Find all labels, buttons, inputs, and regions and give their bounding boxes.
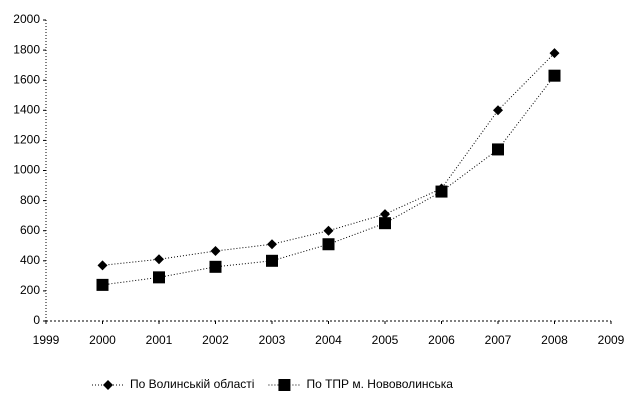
- point: [266, 254, 278, 267]
- x-tick-label: 2000: [89, 333, 116, 347]
- y-tick-label: 1800: [13, 42, 40, 56]
- point: [153, 271, 165, 284]
- point: [154, 254, 164, 265]
- x-tick-label: 2009: [598, 333, 625, 347]
- y-tick-label: 400: [20, 253, 40, 267]
- point: [322, 238, 335, 251]
- point: [492, 143, 504, 156]
- x-tick-label: 2001: [146, 333, 173, 347]
- x-tick-label: 2008: [541, 333, 568, 347]
- point: [548, 69, 561, 82]
- point: [97, 260, 108, 271]
- point: [267, 239, 277, 250]
- point: [380, 209, 390, 220]
- y-tick-label: 1400: [13, 102, 40, 116]
- x-tick-label: 1999: [33, 333, 60, 347]
- y-tick-label: 1200: [13, 133, 40, 147]
- point: [493, 105, 503, 116]
- x-tick-label: 2007: [485, 333, 512, 347]
- x-tick-label: 2006: [428, 333, 455, 347]
- legend-label: По Волинській області: [130, 377, 254, 391]
- y-tick-label: 1600: [13, 72, 40, 86]
- y-tick-label: 800: [20, 193, 40, 207]
- point: [210, 246, 221, 257]
- y-tick-label: 1000: [13, 163, 40, 177]
- y-tick-label: 600: [20, 223, 40, 237]
- point: [549, 48, 560, 59]
- x-tick-label: 2005: [372, 333, 399, 347]
- legend-label: По ТПР м. Нововолинська: [306, 377, 453, 391]
- point: [96, 278, 109, 291]
- y-tick-label: 200: [20, 283, 40, 297]
- point: [435, 185, 448, 198]
- y-tick-label: 2000: [13, 12, 40, 26]
- legend-marker: [278, 379, 291, 391]
- x-tick-label: 2003: [259, 333, 286, 347]
- point: [379, 217, 391, 230]
- point: [209, 260, 222, 273]
- point: [323, 225, 334, 236]
- x-tick-label: 2004: [315, 333, 342, 347]
- legend-marker: [103, 380, 113, 390]
- x-tick-label: 2002: [202, 333, 229, 347]
- y-tick-label: 0: [33, 313, 40, 327]
- trend-line: [102, 75, 555, 286]
